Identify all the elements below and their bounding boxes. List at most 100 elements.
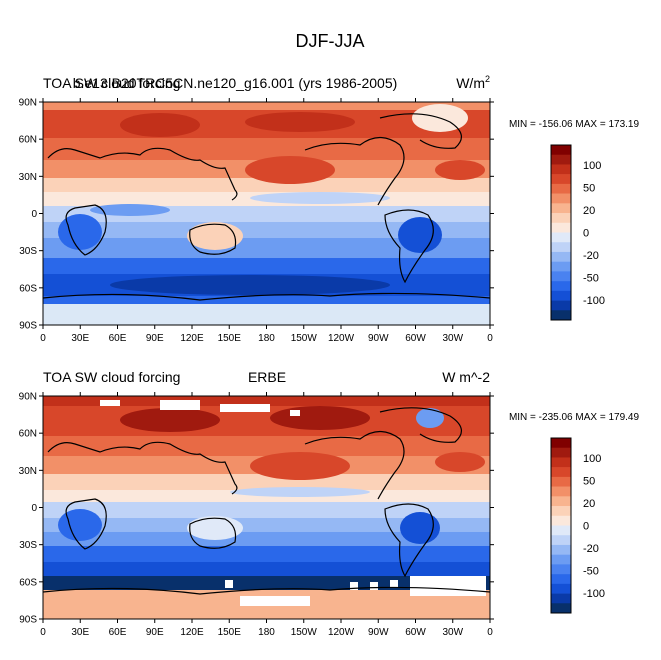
stats-label: MIN = -156.06 MAX = 173.19 xyxy=(509,119,640,130)
x-tick-label: 30W xyxy=(442,627,463,638)
colorbar-label: 50 xyxy=(583,476,595,488)
x-tick-label: 30E xyxy=(71,627,89,638)
x-tick-label: 0 xyxy=(487,333,493,344)
colorbar-swatch xyxy=(551,213,571,224)
x-tick-label: 30W xyxy=(442,333,463,344)
panel-center-title: ERBE xyxy=(248,369,286,385)
y-tick-label: 60S xyxy=(19,577,37,588)
x-tick-label: 90E xyxy=(146,627,164,638)
colorbar-swatch xyxy=(551,271,571,282)
colorbar-swatch xyxy=(551,261,571,272)
x-tick-label: 90W xyxy=(368,627,389,638)
colorbar-swatch xyxy=(551,251,571,262)
colorbar-swatch xyxy=(551,281,571,292)
colorbar-swatch xyxy=(551,290,571,301)
x-tick-label: 60W xyxy=(405,627,426,638)
colorbar-label: 20 xyxy=(583,498,595,510)
x-tick-label: 120W xyxy=(328,333,355,344)
colorbar-swatch xyxy=(551,535,571,546)
colorbar-swatch xyxy=(551,525,571,536)
panel-left-title: TOA SW cloud forcing xyxy=(43,75,180,91)
x-tick-label: 180 xyxy=(258,333,275,344)
colorbar-swatch xyxy=(551,515,571,526)
colorbar-swatch xyxy=(551,564,571,575)
colorbar-frame xyxy=(550,144,572,321)
x-tick-label: 60W xyxy=(405,333,426,344)
y-tick-label: 90N xyxy=(19,98,37,109)
x-tick-label: 150W xyxy=(291,333,318,344)
y-tick-label: 0 xyxy=(31,503,37,514)
colorbar-swatch xyxy=(551,174,571,185)
field-bands xyxy=(43,396,490,619)
colorbar-swatch xyxy=(551,506,571,517)
figure-title: DJF-JJA xyxy=(296,31,365,51)
y-axis: 90N 60N 30N 0 30S 60S 90S xyxy=(19,98,494,332)
colorbar-swatch xyxy=(551,467,571,478)
colorbar-label: -50 xyxy=(583,273,599,285)
colorbar-swatch xyxy=(551,300,571,311)
panel-observations: TOA SW cloud forcing ERBE W m^-2 xyxy=(19,369,640,638)
colorbar-swatch xyxy=(551,222,571,233)
colorbar-swatch xyxy=(551,164,571,175)
y-tick-label: 30N xyxy=(19,172,37,183)
colorbar-swatch xyxy=(551,183,571,194)
missing-data xyxy=(100,400,486,606)
x-tick-label: 0 xyxy=(40,627,46,638)
x-tick-label: 120E xyxy=(180,333,204,344)
colorbar-swatch xyxy=(551,486,571,497)
colorbar-swatch xyxy=(551,476,571,487)
colorbar-swatch xyxy=(551,310,571,321)
colorbar-swatch xyxy=(551,193,571,204)
colorbar-swatch xyxy=(551,554,571,565)
x-tick-label: 90E xyxy=(146,333,164,344)
colorbar-swatch xyxy=(551,438,571,449)
colorbar-swatch xyxy=(551,457,571,468)
x-tick-label: 180 xyxy=(258,627,275,638)
colorbar: 100 50 20 0 -20 -50 -100 xyxy=(550,437,605,614)
colorbar-swatch xyxy=(551,544,571,555)
x-axis: 0 30E 60E 90E 120E 150E 180 150W 120W 90W 60W 30W 0 xyxy=(40,392,493,638)
x-tick-label: 150E xyxy=(218,333,242,344)
panel-right-title: W/m2 xyxy=(456,74,490,91)
colorbar-label: 0 xyxy=(583,228,589,240)
x-tick-label: 150E xyxy=(218,627,242,638)
colorbar-swatch xyxy=(551,242,571,253)
colorbar-swatch xyxy=(551,145,571,156)
x-tick-label: 150W xyxy=(291,627,318,638)
colorbar-label: 20 xyxy=(583,205,595,217)
colorbar-swatch xyxy=(551,574,571,585)
colorbar: 100 50 20 0 -20 -50 -100 xyxy=(550,144,605,321)
y-tick-label: 30S xyxy=(19,540,37,551)
y-tick-label: 90N xyxy=(19,392,37,403)
coastlines xyxy=(43,407,490,595)
x-tick-label: 60E xyxy=(109,627,127,638)
x-tick-label: 60E xyxy=(109,333,127,344)
colorbar-swatch xyxy=(551,154,571,165)
colorbar-swatch xyxy=(551,496,571,507)
colorbar-swatch xyxy=(551,447,571,458)
colorbar-swatch xyxy=(551,232,571,243)
x-tick-label: 120W xyxy=(328,627,355,638)
colorbar-swatch xyxy=(551,603,571,614)
colorbar-swatch xyxy=(551,203,571,214)
x-tick-label: 30E xyxy=(71,333,89,344)
y-tick-label: 30S xyxy=(19,246,37,257)
y-tick-label: 90S xyxy=(19,615,37,626)
x-tick-label: 0 xyxy=(487,627,493,638)
x-tick-label: 90W xyxy=(368,333,389,344)
coastlines xyxy=(43,113,490,301)
colorbar-label: -100 xyxy=(583,588,605,600)
y-axis: 90N 60N 30N 0 30S 60S 90S xyxy=(19,392,494,626)
field-anomalies xyxy=(58,406,485,544)
colorbar-swatch xyxy=(551,593,571,604)
field-anomalies xyxy=(58,104,485,295)
colorbar-label: 100 xyxy=(583,160,601,172)
panel-left-title: TOA SW cloud forcing xyxy=(43,369,180,385)
x-tick-label: 120E xyxy=(180,627,204,638)
colorbar-label: -20 xyxy=(583,250,599,262)
x-tick-label: 0 xyxy=(40,333,46,344)
y-tick-label: 60S xyxy=(19,283,37,294)
y-tick-label: 90S xyxy=(19,321,37,332)
colorbar-label: 50 xyxy=(583,183,595,195)
